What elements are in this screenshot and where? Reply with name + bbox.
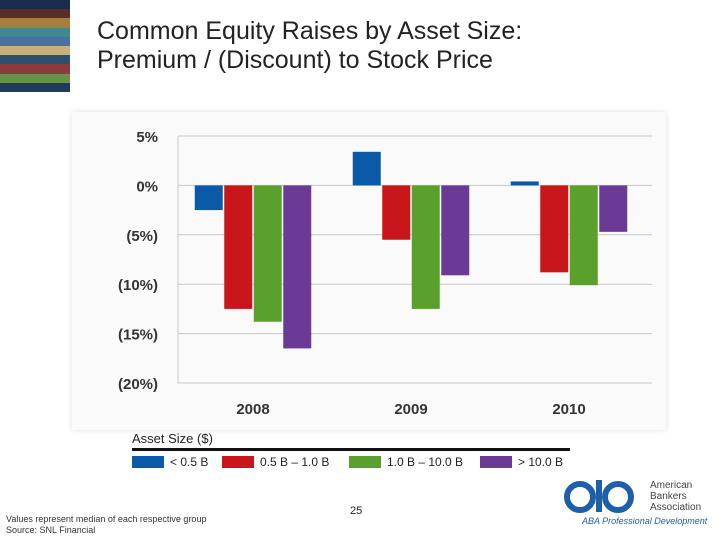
- bar: [194, 185, 223, 211]
- x-tick-label: 2010: [552, 401, 585, 418]
- source-note: Values represent median of each respecti…: [6, 514, 206, 536]
- decorative-stripes: [0, 0, 70, 92]
- legend-swatch: [480, 456, 512, 468]
- y-axis-ticks: 5% 0% (5%) (10%) (15%) (20%): [118, 129, 158, 393]
- slide-title: Common Equity Raises by Asset Size: Prem…: [97, 17, 697, 75]
- note-line-1: Values represent median of each respecti…: [6, 514, 207, 524]
- y-tick-label: 0%: [136, 178, 158, 195]
- legend-label: < 0.5 B: [170, 455, 209, 469]
- logo-name-line-1: American: [650, 480, 693, 491]
- logo-name: American Bankers Association: [650, 480, 701, 513]
- y-tick-label: (10%): [118, 277, 158, 294]
- aba-logo-icon: [564, 480, 634, 513]
- stripe-8: [0, 73, 70, 83]
- title-line-2: Premium / (Discount) to Stock Price: [97, 46, 493, 74]
- title-line-1: Common Equity Raises by Asset Size:: [97, 17, 523, 45]
- bar: [540, 185, 569, 273]
- x-tick-label: 2009: [394, 401, 427, 418]
- y-tick-label: (20%): [118, 376, 158, 393]
- legend-title: Asset Size ($): [132, 431, 213, 446]
- legend-divider: [132, 448, 570, 451]
- bar: [283, 185, 312, 349]
- legend-label: 0.5 B – 1.0 B: [260, 455, 330, 469]
- legend-swatch: [349, 456, 381, 468]
- page-number: 25: [350, 505, 363, 517]
- logo-name-line-2: Bankers: [650, 491, 687, 502]
- stripe-4: [0, 36, 70, 46]
- logo-name-line-3: Association: [650, 502, 702, 513]
- legend-swatch: [132, 456, 164, 468]
- stripe-7: [0, 64, 70, 74]
- stripe-2: [0, 18, 70, 28]
- bar: [382, 185, 411, 240]
- stripe-9: [0, 82, 70, 92]
- legend-label: > 10.0 B: [518, 455, 564, 469]
- bar: [253, 185, 282, 322]
- bar: [411, 185, 440, 309]
- bars: [194, 151, 628, 349]
- logo-subtitle: ABA Professional Development: [582, 516, 708, 526]
- bar: [599, 185, 628, 232]
- bar: [441, 185, 470, 276]
- stripe-5: [0, 45, 70, 56]
- stripe-0: [0, 0, 70, 10]
- y-tick-label: (5%): [126, 228, 158, 245]
- x-axis-ticks: 2008 2009 2010: [236, 401, 585, 418]
- y-tick-label: 5%: [136, 129, 158, 146]
- bar: [510, 181, 539, 186]
- aba-logo: American Bankers Association ABA Profess…: [560, 478, 710, 530]
- stripe-3: [0, 27, 70, 37]
- bar: [352, 151, 381, 186]
- note-line-2: Source: SNL Financial: [6, 525, 96, 535]
- stripe-1: [0, 9, 70, 19]
- y-tick-label: (15%): [118, 327, 158, 344]
- stripe-6: [0, 55, 70, 65]
- bar: [569, 185, 598, 286]
- bar: [224, 185, 253, 309]
- legend-swatch: [222, 456, 254, 468]
- legend-label: 1.0 B – 10.0 B: [387, 455, 464, 469]
- x-tick-label: 2008: [236, 401, 269, 418]
